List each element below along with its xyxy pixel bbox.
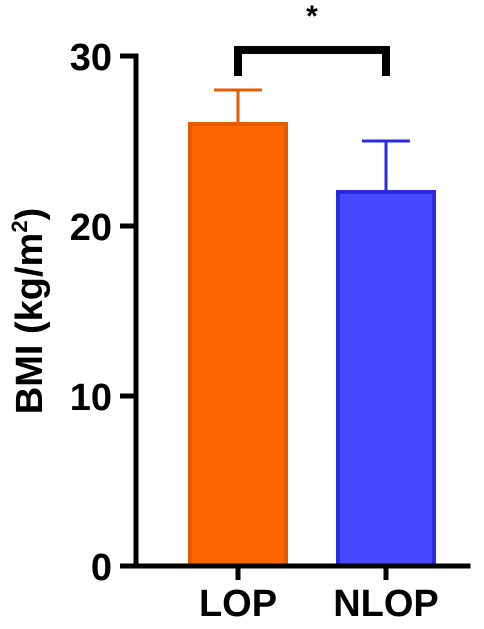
y-tick-label: 20 [70, 207, 112, 249]
y-axis-label-main: BMI (kg/m [9, 233, 51, 415]
y-axis-label-close: ) [9, 208, 51, 221]
significance-layer: * [234, 0, 390, 76]
bars-layer [188, 122, 436, 568]
y-tick-label: 0 [91, 547, 112, 589]
significance-star: * [306, 0, 318, 33]
y-axis-label: BMI (kg/m2) [7, 208, 51, 414]
error-bars-layer [214, 88, 410, 192]
x-tick-label-lop: LOP [199, 583, 277, 625]
bar-nlop [336, 190, 436, 568]
significance-bracket [234, 46, 390, 76]
axes-layer [133, 53, 471, 569]
y-axis-label-superscript: 2 [7, 220, 32, 232]
bar-lop [188, 122, 288, 568]
x-tick-label-nlop: NLOP [333, 583, 439, 625]
y-tick-label: 10 [70, 377, 112, 419]
y-ticks-layer: 0 10 20 30 [70, 37, 136, 589]
y-tick-label: 30 [70, 37, 112, 79]
x-ticks-layer: LOP NLOP [199, 566, 439, 625]
